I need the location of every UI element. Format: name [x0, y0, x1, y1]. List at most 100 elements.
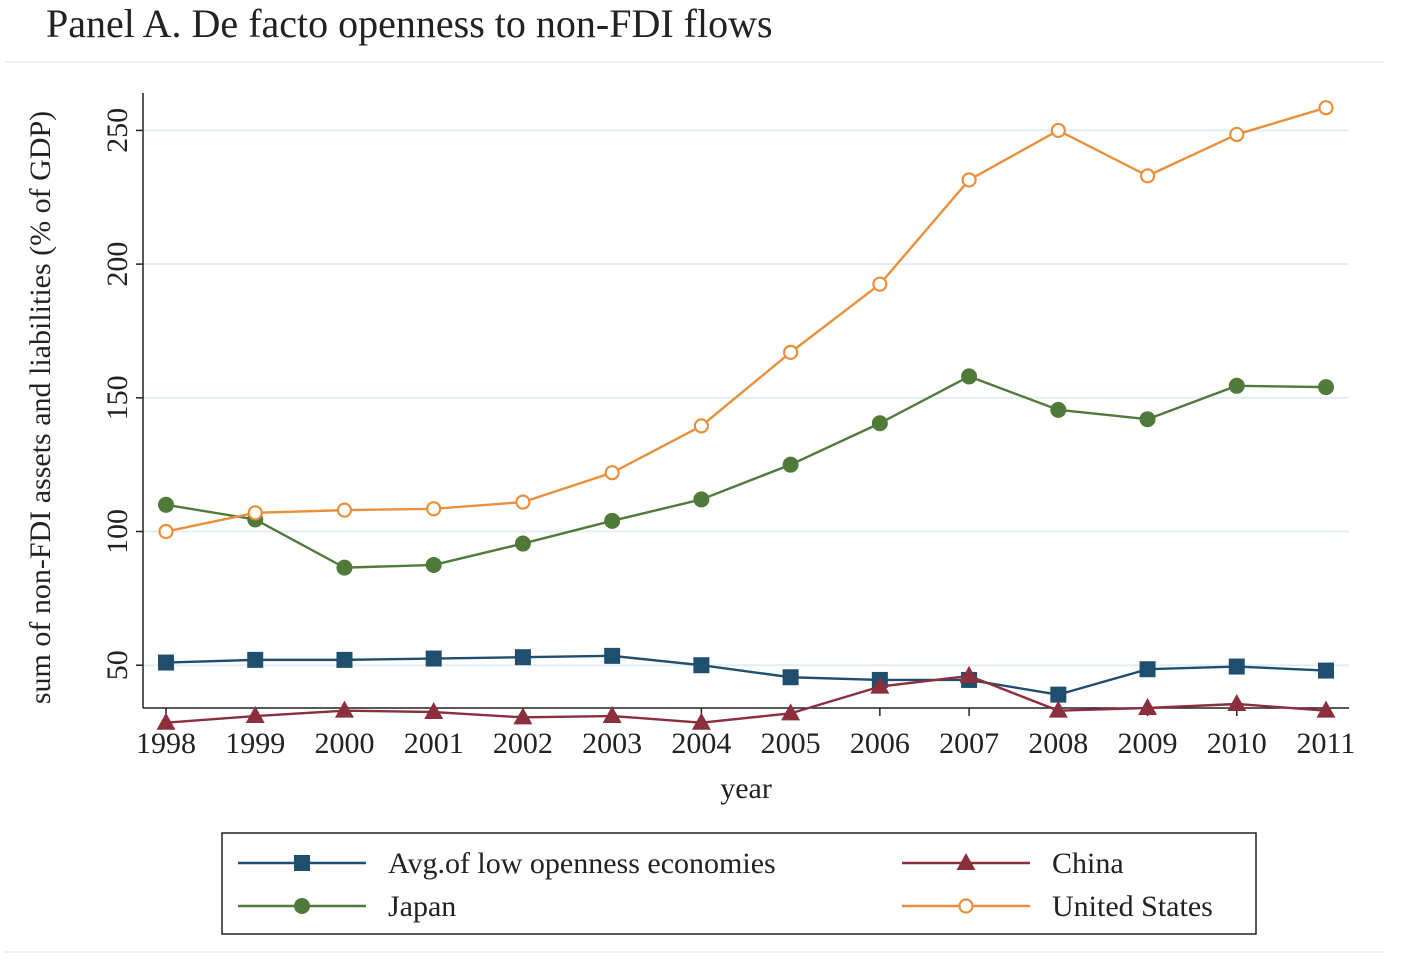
- data-point: [1318, 100, 1334, 116]
- data-point: [871, 415, 888, 432]
- y-axis-title: sum of non-FDI assets and liabilities (%…: [24, 111, 57, 704]
- data-point: [693, 657, 710, 674]
- y-tick-label: 100: [101, 509, 134, 554]
- data-point: [1048, 700, 1068, 718]
- data-point: [1138, 698, 1158, 715]
- legend-entry: Avg.of low openness economies: [238, 847, 776, 880]
- legend-label: United States: [1052, 890, 1213, 923]
- data-point: [514, 535, 531, 552]
- data-point: [1050, 401, 1067, 418]
- x-tick-label: 2009: [1118, 727, 1178, 760]
- y-tick-label: 150: [101, 375, 134, 420]
- data-point: [424, 702, 444, 720]
- x-tick-label: 2010: [1207, 727, 1267, 760]
- data-point: [336, 559, 353, 576]
- legend-entry: United States: [902, 890, 1213, 923]
- series-china: [156, 665, 1336, 730]
- data-point: [425, 650, 442, 667]
- x-tick-label: 2001: [404, 727, 464, 760]
- series-line: [165, 106, 1327, 533]
- data-point: [336, 651, 353, 668]
- axes: 50 100 150 200 250 1998 1999 2000 2001 2002 2003 20…: [24, 93, 1355, 805]
- data-point: [426, 501, 442, 517]
- data-point: [513, 707, 533, 725]
- series-lines: [156, 100, 1336, 730]
- x-tick-label: 2011: [1297, 727, 1356, 760]
- x-tick-label: 2007: [939, 727, 999, 760]
- x-tick-label: 2003: [582, 727, 642, 760]
- data-point: [959, 665, 979, 683]
- data-point: [1229, 126, 1245, 143]
- legend-label: Japan: [388, 890, 456, 923]
- data-point: [1139, 661, 1156, 678]
- data-point: [334, 700, 354, 718]
- series-japan: [158, 368, 1334, 576]
- series-united-states: [158, 100, 1334, 540]
- data-point: [783, 344, 799, 360]
- data-point: [604, 647, 621, 664]
- data-point: [158, 496, 174, 513]
- data-point: [515, 494, 531, 510]
- series-line: [165, 375, 1327, 569]
- data-point: [693, 491, 710, 508]
- data-point: [156, 712, 176, 730]
- data-point: [1228, 658, 1245, 675]
- legend-label: Avg.of low openness economies: [388, 847, 776, 880]
- data-point: [604, 512, 621, 529]
- data-point: [1050, 122, 1066, 139]
- legend-swatch-marker: [294, 898, 310, 914]
- x-tick-label: 2008: [1028, 727, 1088, 760]
- data-point: [604, 465, 620, 481]
- data-point: [781, 703, 801, 721]
- legend-label: China: [1052, 847, 1124, 880]
- data-point: [514, 649, 531, 666]
- legend: Avg.of low openness economies China Japan U…: [221, 832, 1257, 935]
- y-tick-label: 200: [101, 242, 134, 287]
- data-point: [1050, 686, 1067, 703]
- data-point: [602, 706, 622, 724]
- y-tick-label: 50: [101, 650, 134, 680]
- series-line: [165, 654, 1327, 696]
- data-point: [1318, 662, 1334, 679]
- legend-entry: China: [902, 847, 1124, 880]
- x-tick-label: 2000: [314, 727, 374, 760]
- legend-swatch-marker: [956, 853, 976, 870]
- data-point: [961, 172, 977, 188]
- y-tick-label: 250: [101, 108, 134, 153]
- x-tick-label: 1998: [136, 727, 196, 760]
- data-point: [1139, 168, 1156, 184]
- x-tick-label: 2002: [493, 727, 553, 760]
- legend-box: [221, 832, 1257, 935]
- series-line: [165, 674, 1327, 724]
- legend-swatch-marker: [294, 855, 310, 871]
- legend-swatch-marker: [958, 898, 974, 914]
- grid-lines: [143, 129, 1349, 667]
- x-axis-title: year: [720, 772, 772, 805]
- data-point: [870, 676, 890, 694]
- series-avg-of-low-openness-economies: [158, 647, 1334, 703]
- data-point: [961, 368, 978, 385]
- data-point: [158, 523, 174, 540]
- data-point: [1227, 693, 1247, 711]
- data-point: [1228, 377, 1245, 394]
- data-point: [782, 669, 799, 686]
- data-point: [1316, 700, 1336, 718]
- x-tick-label: 1999: [225, 727, 285, 760]
- chart-title: Panel A. De facto openness to non-FDI fl…: [46, 1, 773, 46]
- x-tick-label: 2006: [850, 727, 910, 760]
- data-point: [336, 502, 353, 518]
- data-point: [1318, 379, 1334, 396]
- data-point: [872, 276, 888, 292]
- data-point: [691, 712, 711, 730]
- data-point: [245, 706, 265, 724]
- data-point: [158, 654, 174, 671]
- data-point: [425, 556, 442, 573]
- data-point: [782, 456, 799, 473]
- data-point: [247, 505, 263, 521]
- x-tick-label: 2004: [671, 727, 731, 760]
- data-point: [247, 651, 264, 668]
- legend-entry: Japan: [238, 890, 456, 923]
- data-point: [1139, 411, 1156, 428]
- x-tick-label: 2005: [761, 727, 821, 760]
